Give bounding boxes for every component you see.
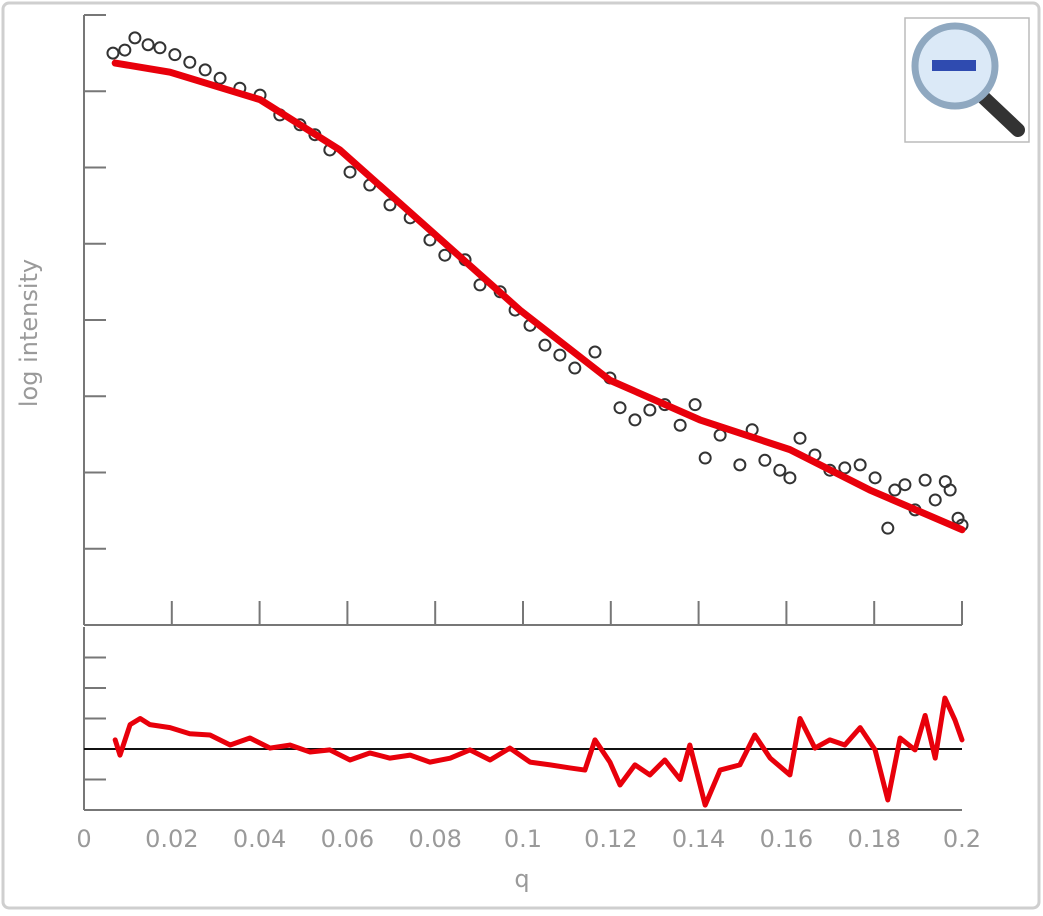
residual-line: [112, 695, 965, 808]
x-tick-label: 0.14: [672, 825, 725, 853]
data-point: [588, 345, 602, 359]
data-point: [943, 483, 957, 497]
data-point: [928, 493, 942, 507]
data-point: [213, 71, 227, 85]
x-tick-label: 0.02: [145, 825, 198, 853]
data-point: [733, 458, 747, 472]
data-point: [438, 248, 452, 262]
data-point: [838, 461, 852, 475]
x-tick-label: 0.2: [943, 825, 981, 853]
data-point: [628, 413, 642, 427]
data-point: [473, 278, 487, 292]
data-point: [698, 451, 712, 465]
data-point: [673, 418, 687, 432]
data-point: [553, 348, 567, 362]
data-point: [613, 401, 627, 415]
data-point: [868, 471, 882, 485]
data-point: [106, 46, 120, 60]
data-point: [343, 165, 357, 179]
data-point: [118, 43, 132, 57]
data-point: [183, 55, 197, 69]
data-point: [888, 483, 902, 497]
zoom-out-button[interactable]: [904, 17, 1030, 143]
x-tick-label: 0: [76, 825, 91, 853]
x-tick-label: 0.08: [408, 825, 461, 853]
data-point: [168, 48, 182, 62]
x-tick-label: 0.16: [760, 825, 813, 853]
y-axis-label: log intensity: [15, 259, 43, 407]
data-point: [153, 41, 167, 55]
data-point: [141, 38, 155, 52]
data-point: [538, 338, 552, 352]
x-tick-label: 0.04: [233, 825, 286, 853]
data-point: [783, 471, 797, 485]
data-point: [643, 403, 657, 417]
data-point: [898, 478, 912, 492]
x-tick-label: 0.12: [584, 825, 637, 853]
data-point: [918, 473, 932, 487]
x-tick-label: 0.18: [847, 825, 900, 853]
data-point: [128, 31, 142, 45]
x-tick-label: 0.1: [504, 825, 542, 853]
minus-sign: [932, 60, 976, 71]
data-point: [383, 198, 397, 212]
x-axis-label: q: [514, 865, 529, 893]
data-point: [853, 458, 867, 472]
data-point: [793, 431, 807, 445]
data-point: [951, 511, 965, 525]
fit-line: [111, 59, 966, 534]
x-tick-label: 0.06: [321, 825, 374, 853]
data-point: [688, 398, 702, 412]
data-point: [881, 521, 895, 535]
data-point: [773, 463, 787, 477]
magnifier-handle: [975, 89, 1025, 137]
data-point: [568, 361, 582, 375]
data-point: [198, 63, 212, 77]
data-point: [758, 453, 772, 467]
